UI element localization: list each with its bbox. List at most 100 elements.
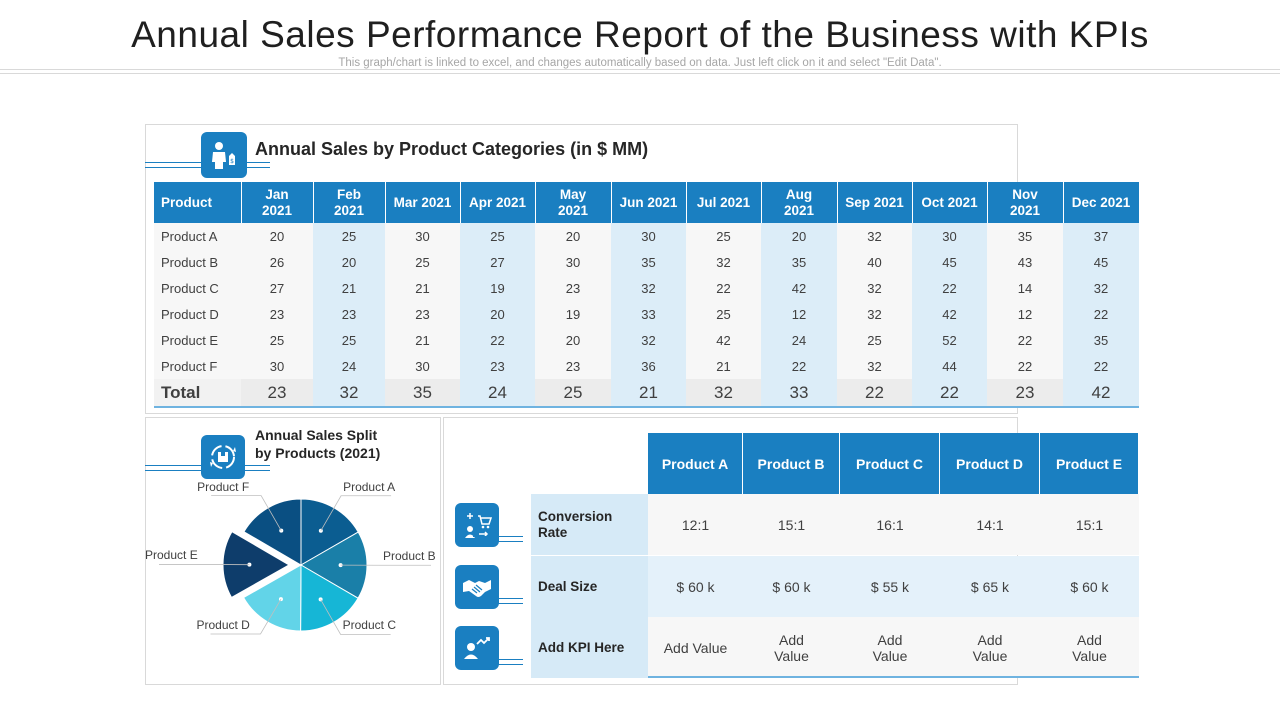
column-header-month: Jun 2021 — [611, 182, 687, 223]
total-value-cell: 42 — [1063, 379, 1139, 408]
product-name-cell: Product E — [154, 327, 241, 353]
sales-value-cell: 40 — [837, 249, 912, 275]
total-value-cell: 35 — [385, 379, 460, 408]
sales-value-cell: 32 — [1063, 275, 1139, 301]
month-label: Sep 2021 — [845, 194, 904, 210]
sales-value-cell: 42 — [686, 327, 761, 353]
sales-value-cell: 36 — [611, 353, 686, 379]
total-value-cell: 22 — [837, 379, 912, 408]
total-value-cell: 25 — [535, 379, 611, 408]
table-row: Product E 25 25 21 22 20 32 42 24 25 52 22 35 — [154, 327, 1139, 353]
salesperson-icon: $ — [201, 132, 247, 178]
kpi-value-cell: $ 60 k — [1070, 578, 1109, 595]
sales-value-cell: 35 — [1063, 327, 1139, 353]
sales-value-cell: 30 — [241, 353, 313, 379]
column-header-product: Product — [154, 182, 242, 223]
sales-value-cell: 27 — [460, 249, 535, 275]
sales-value-cell: 20 — [535, 327, 611, 353]
sales-value-cell: 30 — [535, 249, 611, 275]
user-growth-icon — [455, 626, 499, 670]
column-header-month: Oct 2021 — [912, 182, 988, 223]
kpi-value-cell: 14:1 — [976, 516, 1004, 533]
sales-value-cell: 21 — [313, 275, 385, 301]
sales-value-cell: 25 — [313, 223, 385, 249]
column-header-month: Jan 2021 — [241, 182, 314, 223]
kpi-column-header: Product C — [840, 433, 940, 494]
sales-value-cell: 12 — [987, 301, 1063, 327]
pie-slice-label: Product E — [145, 548, 198, 563]
product-name-cell: Product F — [154, 353, 241, 379]
sales-value-cell: 23 — [385, 301, 460, 327]
pie-slice-label: Product B — [382, 549, 436, 564]
sales-table: Product Jan 2021 Feb 2021 Mar 2021 Apr 2021 Ma… — [154, 182, 1140, 408]
total-value-cell: 21 — [611, 379, 686, 408]
product-name-cell: Product D — [154, 301, 241, 327]
sales-value-cell: 19 — [460, 275, 535, 301]
month-label: Oct 2021 — [921, 194, 978, 210]
kpi-value-cell: Add Value — [774, 631, 809, 664]
accent-line — [473, 659, 523, 660]
kpi-row: Deal Size $ 60 k $ 60 k $ 55 k $ 65 k $ 60 k — [531, 556, 1139, 617]
kpi-value-cell: $ 60 k — [676, 578, 715, 595]
sales-value-cell: 25 — [385, 249, 460, 275]
kpi-row-label: Deal Size — [531, 556, 648, 617]
pie-slice-label: Product A — [343, 479, 396, 494]
column-header-month: Mar 2021 — [385, 182, 461, 223]
total-value-cell: 23 — [987, 379, 1063, 408]
sales-value-cell: 52 — [912, 327, 987, 353]
sales-value-cell: 19 — [535, 301, 611, 327]
cycle-box-icon — [201, 435, 245, 479]
sales-value-cell: 20 — [313, 249, 385, 275]
accent-line — [473, 541, 523, 542]
sales-value-cell: 22 — [912, 275, 987, 301]
sales-table-heading: Annual Sales by Product Categories (in $… — [255, 139, 649, 159]
table-row: Product D 23 23 23 20 19 33 25 12 32 42 12 22 — [154, 301, 1139, 327]
column-header-month: Aug 2021 — [761, 182, 838, 223]
pie-leader-line — [210, 598, 282, 635]
kpi-row-label: Add KPI Here — [531, 617, 648, 678]
sales-value-cell: 26 — [241, 249, 313, 275]
accent-line — [473, 598, 523, 599]
month-label: Aug — [785, 186, 813, 202]
page-subtitle: This graph/chart is linked to excel, and… — [338, 57, 942, 69]
sales-value-cell: 24 — [761, 327, 837, 353]
sales-value-cell: 23 — [460, 353, 535, 379]
sales-value-cell: 45 — [1063, 249, 1139, 275]
kpi-row: Conversion Rate 12:1 15:1 16:1 14:1 15:1 — [531, 494, 1139, 555]
month-year-label: 2021 — [261, 202, 293, 218]
kpi-value-cell: 16:1 — [876, 516, 904, 533]
sales-value-cell: 25 — [313, 327, 385, 353]
pie-heading-line1: Annual Sales Split — [255, 427, 378, 443]
pie-slice-label: Product C — [342, 618, 396, 633]
product-name-cell: Product C — [154, 275, 241, 301]
sales-value-cell: 25 — [686, 223, 761, 249]
sales-value-cell: 37 — [1063, 223, 1139, 249]
month-label: Nov — [1012, 186, 1038, 202]
sales-value-cell: 22 — [987, 353, 1063, 379]
pie-leader-line — [211, 495, 282, 531]
sales-value-cell: 23 — [313, 301, 385, 327]
column-header-month: Feb 2021 — [313, 182, 386, 223]
accent-line — [473, 536, 523, 537]
month-year-label: 2021 — [333, 202, 365, 218]
sales-value-cell: 32 — [837, 353, 912, 379]
month-label: Jan — [265, 186, 289, 202]
table-row: Product A 20 25 30 25 20 30 25 20 32 30 35 37 — [154, 223, 1139, 249]
pie-heading: Annual Sales Split by Products (2021) — [255, 426, 380, 462]
month-label: Mar 2021 — [393, 194, 452, 210]
handshake-icon — [455, 565, 499, 609]
total-value-cell: 33 — [761, 379, 837, 408]
month-label: May — [559, 186, 587, 202]
month-label: Jun 2021 — [619, 194, 678, 210]
column-header-month: May 2021 — [535, 182, 612, 223]
month-year-label: 2021 — [557, 202, 589, 218]
sales-value-cell: 25 — [460, 223, 535, 249]
title-divider-2 — [0, 73, 1280, 74]
sales-value-cell: 22 — [761, 353, 837, 379]
sales-value-cell: 32 — [611, 327, 686, 353]
kpi-column-header: Product B — [743, 433, 840, 494]
kpi-value-cell: $ 65 k — [970, 578, 1010, 595]
pie-label-dot — [338, 563, 343, 568]
product-name-cell: Product A — [154, 223, 241, 249]
sales-value-cell: 42 — [912, 301, 987, 327]
